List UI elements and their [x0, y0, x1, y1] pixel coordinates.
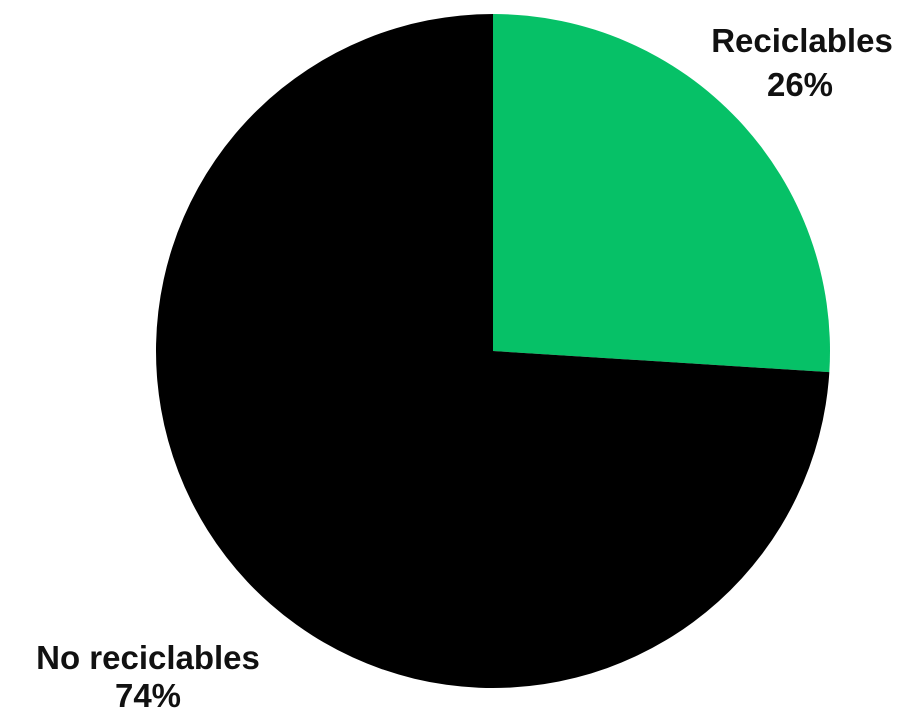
slice-label-reciclables: Reciclables: [711, 22, 893, 59]
pie-slice-no-reciclables: [156, 14, 830, 689]
slice-labels: Reciclables 26% No reciclables 74%: [36, 22, 893, 714]
pie-slices: [156, 14, 830, 689]
slice-value-reciclables: 26%: [767, 66, 833, 103]
slice-value-no-reciclables: 74%: [115, 677, 181, 714]
pie-slice-reciclables: [493, 14, 830, 373]
slice-label-no-reciclables: No reciclables: [36, 639, 260, 676]
